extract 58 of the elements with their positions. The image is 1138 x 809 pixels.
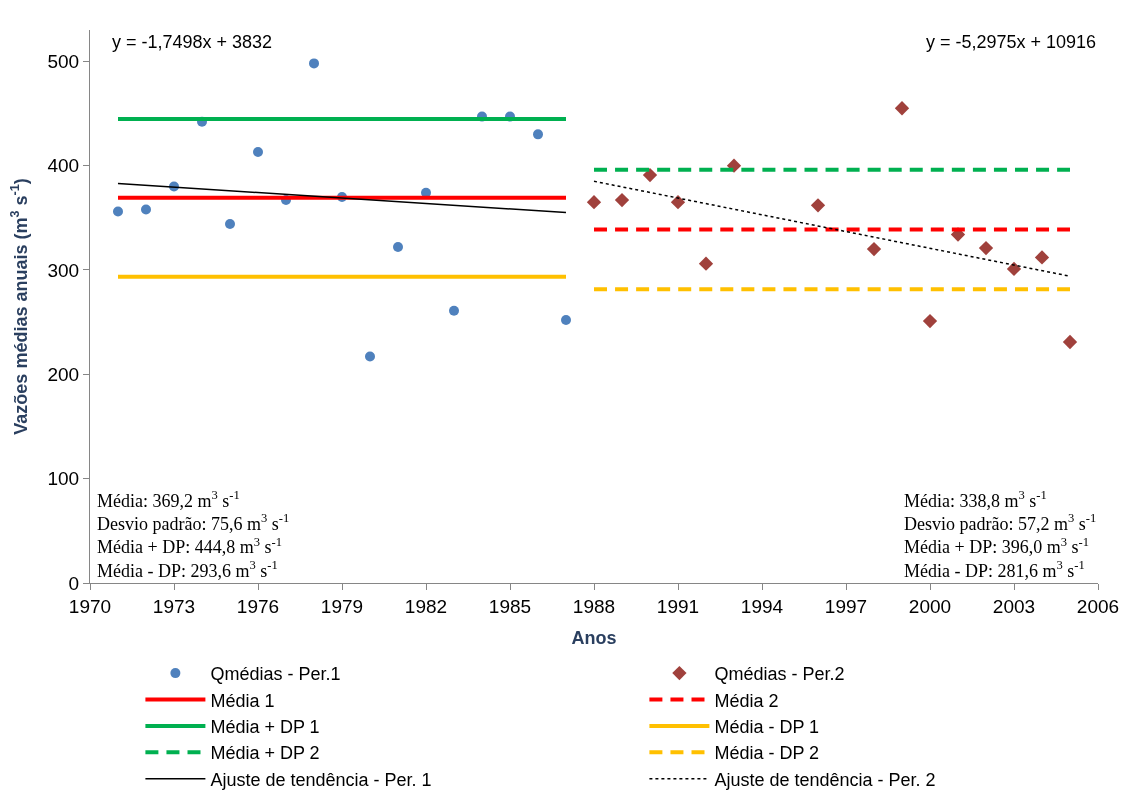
legend-label: Ajuste de tendência - Per. 1: [210, 769, 432, 790]
legend-label: Média - DP 1: [714, 716, 820, 737]
point: [726, 158, 742, 173]
point: [642, 167, 658, 183]
legend-label: Média 2: [714, 690, 779, 711]
y-tick-label: 300: [47, 259, 80, 281]
point: [1034, 250, 1050, 265]
x-tick-label: 1991: [656, 595, 700, 617]
point: [449, 305, 459, 316]
legend-label: Média + DP 2: [210, 743, 320, 764]
legend-label: Qmédias - Per.1: [210, 664, 341, 685]
annotation: y = -1,7498x + 3832: [112, 32, 273, 52]
y-tick-label: 500: [47, 50, 80, 72]
point: [561, 315, 571, 326]
point: [922, 313, 938, 329]
y-tick-label: 200: [47, 363, 80, 385]
point: [866, 241, 882, 257]
x-tick-label: 1988: [572, 595, 616, 617]
x-tick-label: 1985: [488, 595, 532, 617]
point: [533, 129, 543, 140]
x-tick-label: 1982: [404, 595, 448, 617]
x-axis-title: Anos: [571, 627, 617, 648]
x-tick-label: 1997: [824, 595, 868, 617]
legend-label: Média + DP 1: [210, 716, 320, 737]
point: [309, 58, 319, 69]
x-tick-label: 1976: [236, 595, 280, 617]
point: [614, 192, 630, 208]
point: [141, 204, 151, 215]
point: [810, 198, 826, 213]
legend-label: Qmédias - Per.2: [714, 664, 845, 685]
annotation: y = -5,2975x + 10916: [926, 32, 1097, 52]
point: [1006, 261, 1022, 277]
legend-label: Média 1: [210, 690, 275, 711]
x-tick-label: 2000: [908, 595, 952, 617]
x-tick-label: 1970: [68, 595, 112, 617]
point: [670, 195, 686, 210]
x-tick-label: 1979: [320, 595, 364, 617]
point: [978, 240, 994, 256]
legend-label: Ajuste de tendência - Per. 2: [714, 769, 936, 790]
text: Média: 369,2 m$^{3}$ s$^{-1}$ Desvio padrão: 75,6 m$^{3}$ s$^{-1}$ Média + DP: 444,8 m$^{3}$ s$^{-1}$ Média - DP: 293,6 m$^{3}$ s$^{-1}$: [97, 488, 290, 581]
y-tick-label: 400: [47, 155, 80, 177]
point: [225, 219, 235, 230]
x-tick-label: 2003: [992, 595, 1036, 617]
y-tick-label: 100: [47, 468, 80, 490]
x-tick-label: 1994: [740, 595, 784, 617]
x-tick-label: 2006: [1076, 595, 1120, 617]
y-tick-label: 0: [68, 572, 80, 594]
point: [586, 195, 602, 210]
x-tick-label: 1973: [152, 595, 196, 617]
point: [365, 351, 375, 362]
point: [894, 101, 910, 116]
text: Média: 338,8 m$^{3}$ s$^{-1}$ Desvio padrão: 57,2 m$^{3}$ s$^{-1}$ Média + DP: 396,0 m$^{3}$ s$^{-1}$ Média - DP: 281,6 m$^{3}$ s$^{-1}$: [904, 488, 1097, 581]
point: [698, 256, 714, 271]
point: [393, 242, 403, 253]
point: [253, 147, 263, 158]
point: [1062, 334, 1078, 350]
point: [113, 206, 123, 217]
legend-label: Média - DP 2: [714, 743, 820, 764]
